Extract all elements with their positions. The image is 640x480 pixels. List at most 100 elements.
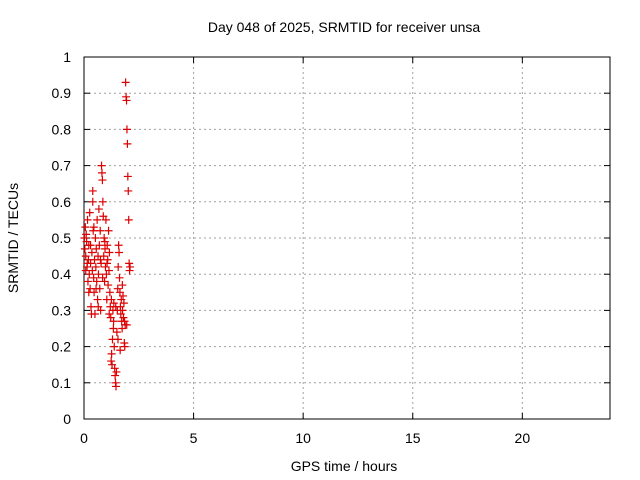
data-point — [109, 317, 118, 326]
data-point — [100, 234, 109, 242]
grid — [84, 57, 610, 419]
y-axis-label: SRMTID / TECUs — [5, 183, 21, 293]
data-point — [114, 262, 123, 271]
data-point — [110, 364, 119, 373]
y-tick-label: 0.5 — [52, 230, 72, 246]
data-point — [92, 284, 101, 293]
data-point — [100, 277, 109, 286]
data-point — [85, 208, 94, 217]
data-point — [100, 237, 109, 246]
data-point — [119, 291, 128, 300]
data-point — [118, 281, 127, 290]
data-point — [107, 357, 116, 366]
data-point — [96, 226, 105, 235]
data-point — [101, 244, 110, 253]
data-point — [83, 277, 92, 286]
data-point — [87, 302, 96, 311]
data-point — [94, 302, 103, 311]
data-point — [122, 320, 131, 329]
data-point — [89, 223, 98, 232]
data-point — [111, 371, 120, 380]
data-point — [113, 335, 122, 344]
data-point — [84, 288, 93, 297]
data-point — [119, 299, 128, 308]
data-point — [88, 186, 97, 195]
scatter-points — [80, 78, 135, 391]
data-point — [86, 241, 95, 250]
data-point — [97, 168, 106, 177]
data-point — [125, 259, 134, 268]
chart-title: Day 048 of 2025, SRMTID for receiver uns… — [208, 19, 481, 35]
y-tick-label: 0.6 — [52, 194, 72, 210]
ticks — [83, 56, 610, 420]
data-point — [119, 313, 128, 322]
data-point — [80, 234, 89, 242]
x-tick-label: 5 — [190, 430, 198, 446]
data-point — [94, 205, 103, 214]
plot-frame — [83, 56, 611, 420]
data-point — [112, 367, 121, 376]
data-point — [93, 215, 102, 224]
data-point — [111, 302, 120, 311]
data-point — [91, 234, 100, 242]
data-point — [82, 230, 91, 239]
data-point — [92, 277, 101, 286]
data-point — [98, 197, 107, 206]
data-point — [83, 259, 92, 268]
data-point — [83, 215, 92, 224]
data-point — [113, 284, 122, 293]
data-point — [120, 342, 129, 351]
data-point — [89, 226, 98, 235]
data-point — [114, 241, 123, 250]
y-tick-label: 0.2 — [52, 339, 72, 355]
data-point — [93, 295, 102, 304]
data-point — [115, 248, 124, 257]
data-point — [80, 244, 89, 253]
y-tick-label: 0.3 — [52, 302, 72, 318]
x-tick-label: 10 — [295, 430, 311, 446]
data-point — [109, 324, 118, 333]
data-point — [111, 382, 120, 391]
data-point — [96, 255, 105, 264]
data-point — [123, 139, 132, 148]
y-tick-label: 0.9 — [52, 85, 72, 101]
y-tick-label: 0.4 — [52, 266, 72, 282]
data-point — [110, 342, 119, 351]
data-point — [90, 310, 99, 319]
data-point — [124, 215, 133, 224]
data-point — [105, 288, 114, 297]
data-point — [81, 266, 90, 275]
y-tick-label: 0.8 — [52, 121, 72, 137]
data-point — [103, 259, 112, 268]
data-point — [112, 328, 121, 337]
data-point — [98, 176, 107, 185]
data-point — [118, 306, 127, 315]
data-point — [105, 310, 114, 319]
x-axis-label: GPS time / hours — [291, 458, 398, 474]
data-point — [104, 281, 113, 290]
data-point — [103, 255, 112, 264]
data-point — [121, 78, 130, 87]
data-point — [101, 262, 110, 271]
data-point — [126, 262, 135, 271]
x-tick-labels: 0 5 10 15 20 — [80, 430, 530, 446]
data-point — [97, 161, 106, 170]
data-point — [95, 241, 104, 250]
y-tick-label: 0 — [63, 411, 71, 427]
data-point — [107, 295, 116, 304]
data-point — [94, 270, 103, 279]
data-point — [116, 346, 125, 355]
data-point — [107, 349, 116, 358]
data-point — [104, 266, 113, 275]
data-point — [87, 248, 96, 257]
data-point — [122, 125, 131, 134]
y-tick-labels: 0 0.1 0.2 0.3 0.4 0.5 0.6 0.7 0.8 0.9 1 — [52, 49, 72, 427]
data-point — [124, 186, 133, 195]
data-point — [99, 252, 108, 261]
data-point — [104, 226, 113, 235]
y-tick-label: 1 — [63, 49, 71, 65]
data-point — [98, 273, 107, 282]
x-tick-label: 0 — [80, 430, 88, 446]
y-tick-label: 0.1 — [52, 375, 72, 391]
